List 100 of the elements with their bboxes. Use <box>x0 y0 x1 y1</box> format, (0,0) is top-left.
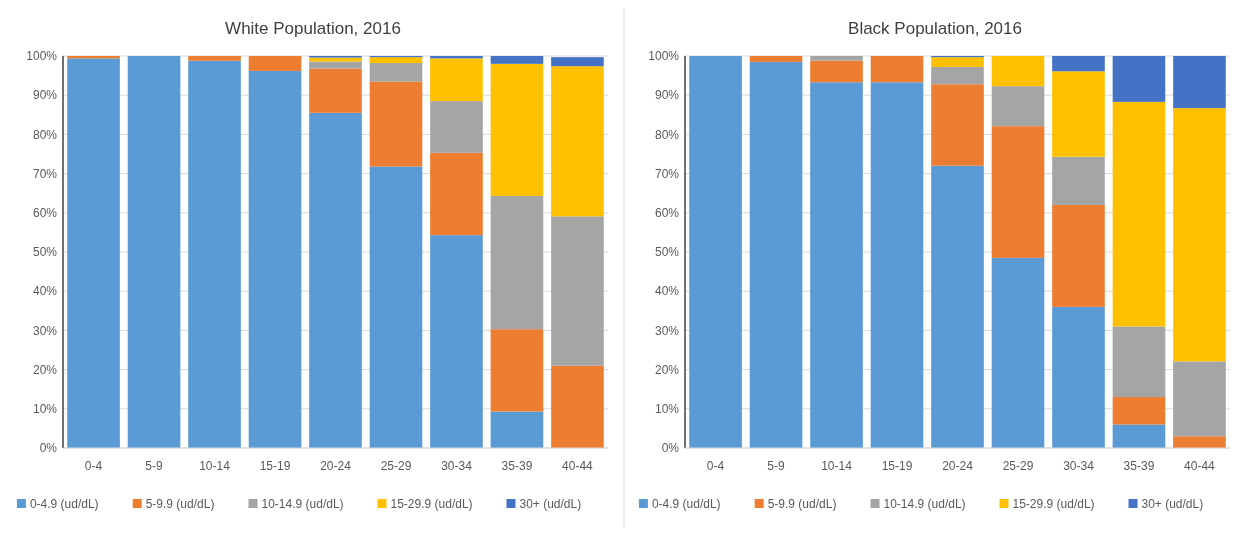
bar <box>369 81 423 167</box>
legend-label: 30+ (ud/dL) <box>1141 497 1204 511</box>
bar <box>870 82 924 448</box>
bar <box>931 57 984 67</box>
x-tick-label: 25-29 <box>380 459 412 473</box>
y-tick-label: 90% <box>654 88 680 103</box>
legend-label: 5-9.9 (ud/dL) <box>767 497 837 511</box>
bar <box>810 56 863 61</box>
bar <box>67 58 120 448</box>
x-tick-label: 40-44 <box>562 459 594 473</box>
bar <box>369 63 423 82</box>
bar <box>430 235 483 448</box>
bar <box>369 57 423 64</box>
y-tick-label: 70% <box>32 166 58 181</box>
bar <box>1052 204 1105 307</box>
x-tick-label: 30-34 <box>441 459 473 473</box>
legend-label: 15-29.9 (ud/dL) <box>390 497 473 511</box>
bar <box>551 66 604 217</box>
bar <box>1173 108 1226 362</box>
bar <box>188 56 241 61</box>
x-tick-label: 25-29 <box>1002 459 1034 473</box>
bar <box>490 411 544 448</box>
bar <box>1112 326 1166 398</box>
y-tick-label: 40% <box>654 284 680 299</box>
bar <box>1052 306 1105 448</box>
bar <box>430 152 483 236</box>
legend-label: 10-14.9 (ud/dL) <box>261 497 344 511</box>
x-tick-label: 0-4 <box>84 459 103 473</box>
x-tick-label: 10-14 <box>821 459 853 473</box>
bar <box>1112 424 1166 448</box>
bar <box>490 63 544 196</box>
chart-title: Black Population, 2016 <box>848 19 1022 38</box>
bar <box>931 84 984 166</box>
x-tick-label: 0-4 <box>706 459 725 473</box>
x-tick-label: 10-14 <box>199 459 231 473</box>
bar <box>1173 361 1226 437</box>
bar <box>931 66 984 85</box>
x-tick-label: 40-44 <box>1184 459 1216 473</box>
bar <box>309 61 362 69</box>
y-tick-label: 100% <box>26 49 58 64</box>
x-tick-label: 5-9 <box>145 459 164 473</box>
y-tick-label: 60% <box>654 206 680 220</box>
bar <box>551 365 604 448</box>
y-tick-label: 10% <box>654 402 680 416</box>
bar <box>369 166 423 448</box>
bar <box>309 68 362 113</box>
legend-label: 5-9.9 (ud/dL) <box>145 497 215 511</box>
bar <box>490 195 544 330</box>
bar <box>870 56 924 83</box>
bar <box>309 112 362 448</box>
chart-title: White Population, 2016 <box>225 19 401 38</box>
bar <box>490 56 544 64</box>
bar <box>1173 436 1226 448</box>
bar <box>551 57 604 67</box>
legend-label: 15-29.9 (ud/dL) <box>1012 497 1095 511</box>
y-tick-label: 30% <box>654 323 680 338</box>
bar <box>749 61 803 448</box>
y-tick-label: 10% <box>32 402 58 416</box>
bar <box>991 56 1045 87</box>
bar <box>430 58 483 102</box>
bar <box>810 60 863 83</box>
y-tick-label: 50% <box>654 245 680 260</box>
legend-label: 0-4.9 (ud/dL) <box>651 497 721 511</box>
y-tick-label: 70% <box>654 166 680 181</box>
y-tick-label: 60% <box>32 206 58 220</box>
bar <box>991 126 1045 258</box>
bar <box>931 165 984 448</box>
y-tick-label: 0% <box>39 441 58 456</box>
y-tick-label: 50% <box>32 245 58 260</box>
bar <box>188 60 241 448</box>
bar <box>991 257 1045 448</box>
bar <box>1052 56 1105 72</box>
x-tick-label: 5-9 <box>767 459 786 473</box>
legend-label: 0-4.9 (ud/dL) <box>29 497 99 511</box>
y-tick-label: 80% <box>32 127 58 142</box>
y-tick-label: 20% <box>32 362 58 377</box>
bar <box>1173 56 1226 109</box>
bar <box>749 56 803 62</box>
bar <box>689 56 742 448</box>
bar <box>248 70 302 448</box>
bar <box>248 56 302 71</box>
y-tick-label: 80% <box>654 127 680 142</box>
x-tick-label: 15-19 <box>259 459 291 473</box>
bar <box>991 86 1045 127</box>
y-tick-label: 20% <box>654 362 680 377</box>
bar <box>1052 71 1105 157</box>
bar <box>490 329 544 412</box>
x-tick-label: 20-24 <box>942 459 974 473</box>
bar <box>810 82 863 448</box>
x-tick-label: 20-24 <box>320 459 352 473</box>
bar <box>1052 156 1105 205</box>
bar <box>1112 397 1166 425</box>
y-tick-label: 30% <box>32 323 58 338</box>
bar <box>1112 101 1166 327</box>
x-tick-label: 30-34 <box>1063 459 1095 473</box>
y-tick-label: 40% <box>32 284 58 299</box>
bar <box>551 216 604 366</box>
y-tick-label: 100% <box>648 49 680 64</box>
x-tick-label: 35-39 <box>1123 459 1155 473</box>
bar <box>127 56 181 448</box>
